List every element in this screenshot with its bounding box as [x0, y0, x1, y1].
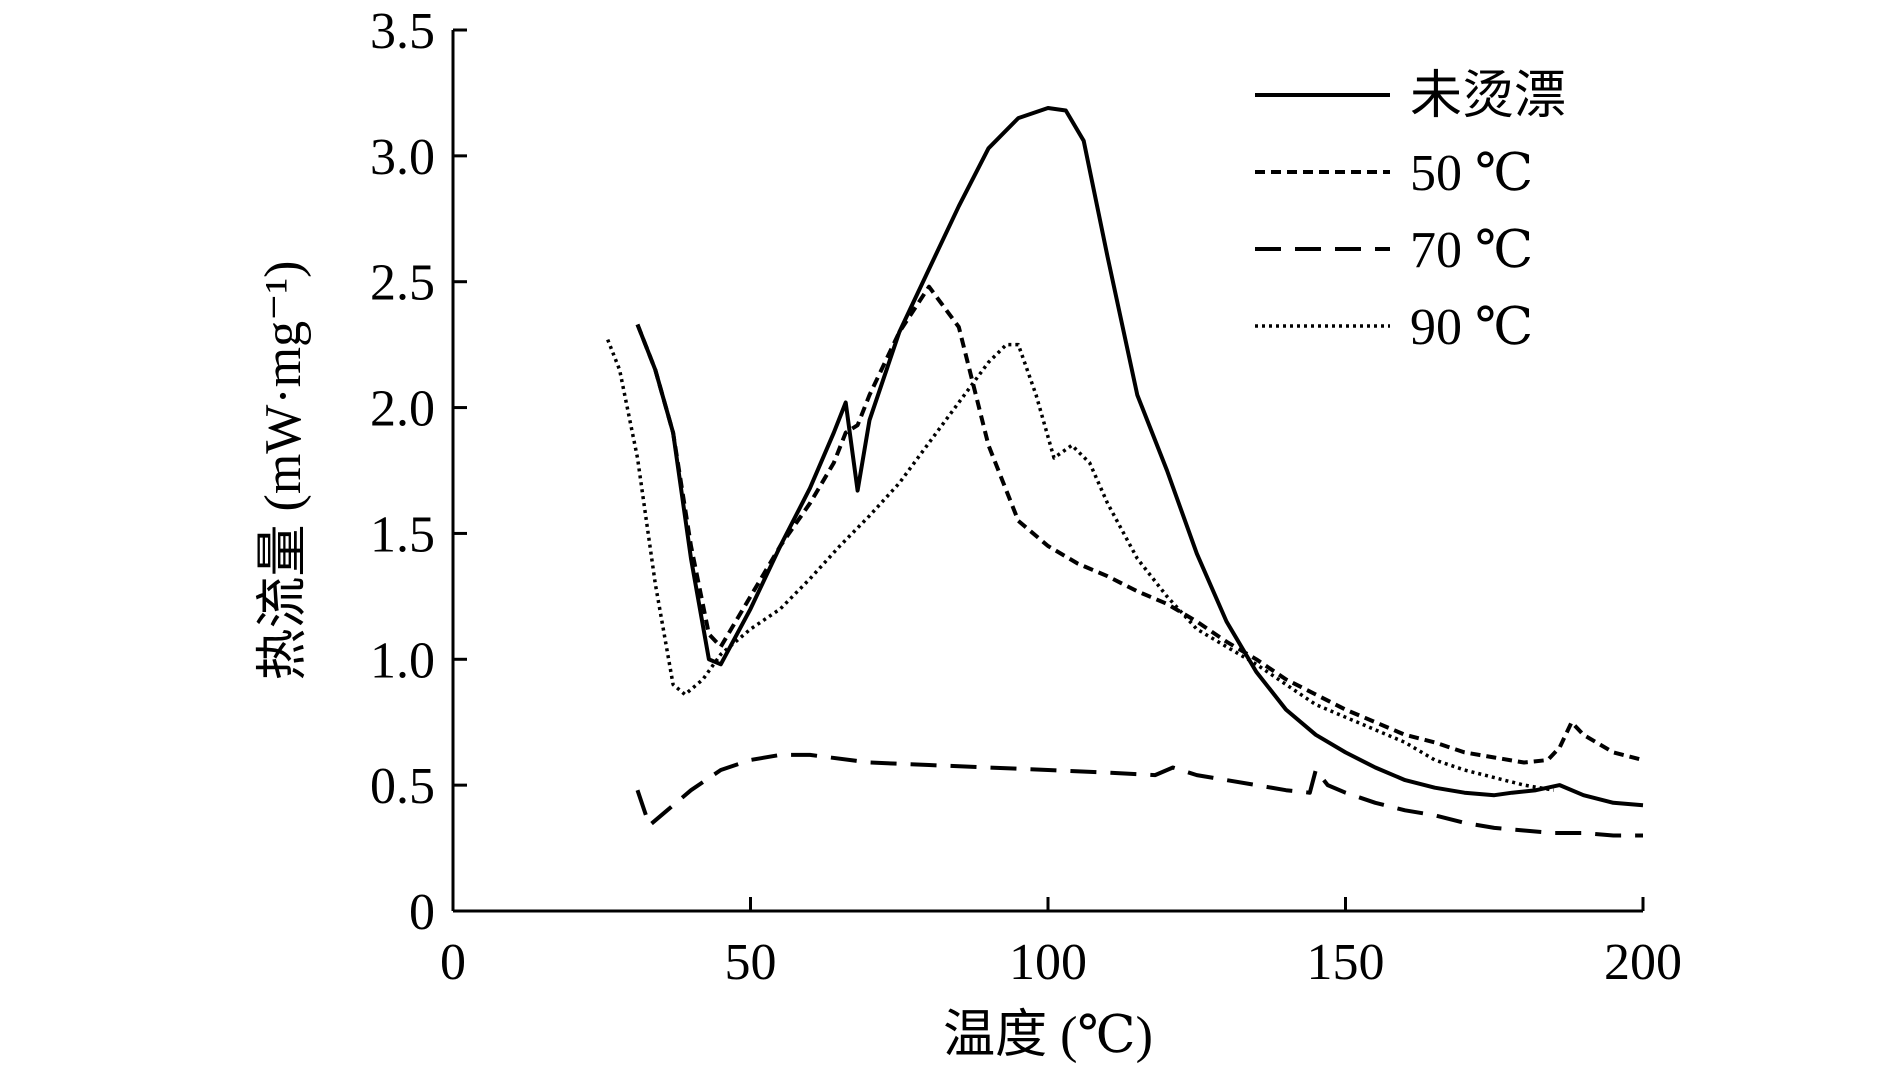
series-line-1 — [635, 106, 1644, 808]
y-tick-label: 1.0 — [370, 632, 435, 689]
y-tick-label: 2.5 — [370, 255, 435, 312]
y-tick-label: 1.5 — [370, 506, 435, 563]
x-tick-label: 200 — [1604, 934, 1682, 991]
series-line-4 — [606, 338, 1555, 792]
series-line-3 — [635, 752, 1643, 838]
y-axis-title: 热流量 (mW·mg⁻¹) — [255, 261, 312, 681]
y-tick-label: 2.0 — [370, 381, 435, 438]
axes-layer: 0 0.5 1.0 1.5 2.0 2.5 3.0 3.5 0 50 100 150 200 — [370, 3, 1682, 991]
legend: 未烫漂 50 ℃ 70 ℃ 90 ℃ — [1255, 68, 1566, 356]
x-tick-label: 100 — [1009, 934, 1087, 991]
series-layer — [606, 106, 1644, 838]
legend-label-2: 50 ℃ — [1410, 145, 1533, 202]
legend-label-4: 90 ℃ — [1410, 299, 1533, 356]
y-tick-label: 0.5 — [370, 758, 435, 815]
y-tick-label: 0 — [409, 884, 435, 941]
y-tick-label: 3.0 — [370, 129, 435, 186]
x-tick-label: 150 — [1307, 934, 1385, 991]
legend-label-1: 未烫漂 — [1410, 68, 1566, 125]
series-line-2 — [635, 284, 1644, 765]
x-axis-title: 温度 (℃) — [943, 1007, 1153, 1064]
x-tick-label: 50 — [725, 934, 777, 991]
legend-label-3: 70 ℃ — [1410, 222, 1533, 279]
y-tick-label: 3.5 — [370, 3, 435, 60]
x-tick-label: 0 — [440, 934, 466, 991]
